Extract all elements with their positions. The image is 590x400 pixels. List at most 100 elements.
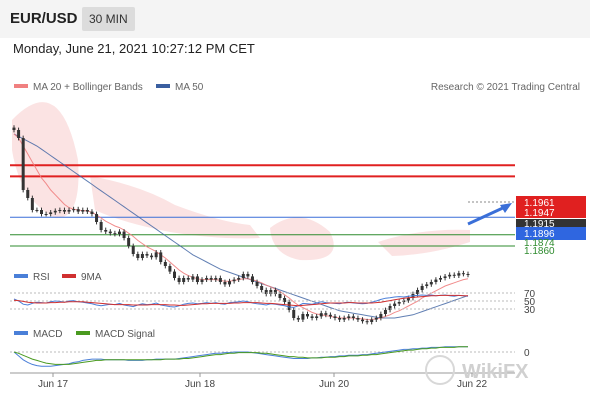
macd-signal-line (13, 346, 468, 365)
candle-body (406, 298, 410, 301)
candle-body (35, 210, 39, 211)
last-price-label: 1.1915 (524, 219, 555, 230)
candle-body (443, 276, 447, 278)
candle-body (278, 294, 282, 298)
candle-body (159, 252, 163, 262)
candle-body (448, 274, 452, 277)
candle-body (81, 210, 85, 212)
candle-body (127, 238, 131, 246)
bollinger-band-blobs (12, 102, 470, 261)
candle-body (131, 246, 135, 254)
candle-body (429, 282, 433, 285)
resistance-2-label-bg (516, 209, 586, 218)
rsi-ma-legend-label: 9MA (81, 272, 102, 283)
candle-body (301, 314, 305, 320)
candle-body (195, 276, 199, 282)
rsi-line (13, 294, 469, 308)
timeframe-button[interactable]: 30 MIN (82, 7, 135, 31)
rsi-legend-swatch (14, 274, 28, 278)
macd-signal-legend-label: MACD Signal (95, 329, 155, 340)
bollinger-band-blob (90, 176, 260, 239)
candle-body (324, 313, 328, 315)
credit-label: Research © 2021 Trading Central (431, 82, 580, 93)
candle-body (30, 198, 34, 210)
candle-body (200, 279, 204, 282)
candle-body (72, 209, 76, 211)
candle-body (328, 314, 332, 317)
candle-body (49, 212, 53, 214)
candle-body (136, 254, 140, 258)
level-lines (10, 164, 515, 247)
candle-body (361, 319, 365, 322)
candle-body (379, 314, 383, 318)
candle-body (122, 231, 126, 238)
candle-body (168, 266, 172, 272)
candle-body (397, 302, 401, 304)
candle-body (264, 290, 268, 294)
candle-body (333, 316, 337, 318)
macd-line (13, 346, 468, 367)
candle-body (374, 318, 378, 320)
candle-body (218, 278, 222, 282)
candle-body (186, 278, 190, 280)
candle-body (237, 278, 241, 280)
candle-body (466, 274, 470, 275)
watermark-logo-icon (425, 355, 455, 385)
candle-body (53, 210, 57, 213)
candle-body (214, 278, 218, 280)
candle-body (21, 138, 25, 190)
datetime-label: Monday, June 21, 2021 10:27:12 PM CET (13, 41, 255, 56)
candle-body (457, 273, 461, 276)
macd-legend-swatch (14, 331, 28, 335)
projection-arrow-head (500, 203, 512, 213)
ma20-line (13, 133, 469, 321)
candle-body (12, 127, 16, 130)
rsi-level-50: 50 (524, 297, 536, 308)
candle-body (434, 279, 438, 282)
x-axis-ticks: Jun 17 Jun 18 Jun 20 Jun 22 (38, 373, 487, 390)
candle-body (246, 274, 250, 277)
candle-body (177, 278, 181, 282)
current-price-label: 1.1896 (524, 229, 555, 240)
candle-body (351, 316, 355, 318)
candle-body (347, 316, 351, 318)
candle-body (205, 278, 209, 280)
ma20-legend-swatch (14, 84, 28, 88)
candle-body (99, 222, 103, 230)
candle-body (319, 313, 323, 317)
ma50-legend-swatch (156, 84, 170, 88)
candle-body (154, 252, 158, 258)
candle-body (76, 209, 80, 212)
symbol-title: EUR/USD (10, 10, 78, 27)
last-price-label-bg (516, 219, 586, 227)
resistance-1-label: 1.1961 (524, 198, 555, 209)
candle-body (241, 274, 245, 278)
candle-body (223, 282, 227, 285)
candle-body (425, 284, 429, 286)
watermark-text: WikiFX (462, 361, 529, 383)
candle-body (315, 316, 319, 318)
candle-body (338, 318, 342, 320)
candle-body (104, 230, 108, 232)
candle-body (305, 314, 309, 317)
support-1-label: 1.1874 (524, 238, 555, 249)
x-tick-label: Jun 18 (185, 379, 215, 390)
candle-body (255, 282, 259, 286)
resistance-2-label: 1.1947 (524, 208, 555, 219)
candle-body (209, 278, 213, 280)
candle-body (273, 290, 277, 294)
ma50-legend-label: MA 50 (175, 82, 204, 93)
projection-arrow-line (467, 205, 506, 226)
rsi-ma-legend-swatch (62, 274, 76, 278)
candle-body (438, 278, 442, 280)
candle-body (67, 210, 71, 212)
candle-body (388, 306, 392, 310)
candle-body (260, 286, 264, 290)
current-price-label-bg (516, 227, 586, 240)
candle-body (44, 214, 48, 215)
candle-body (163, 262, 167, 266)
candle-body (191, 276, 195, 280)
candle-body (90, 211, 94, 214)
moving-average-lines (13, 133, 469, 321)
candle-body (292, 310, 296, 318)
